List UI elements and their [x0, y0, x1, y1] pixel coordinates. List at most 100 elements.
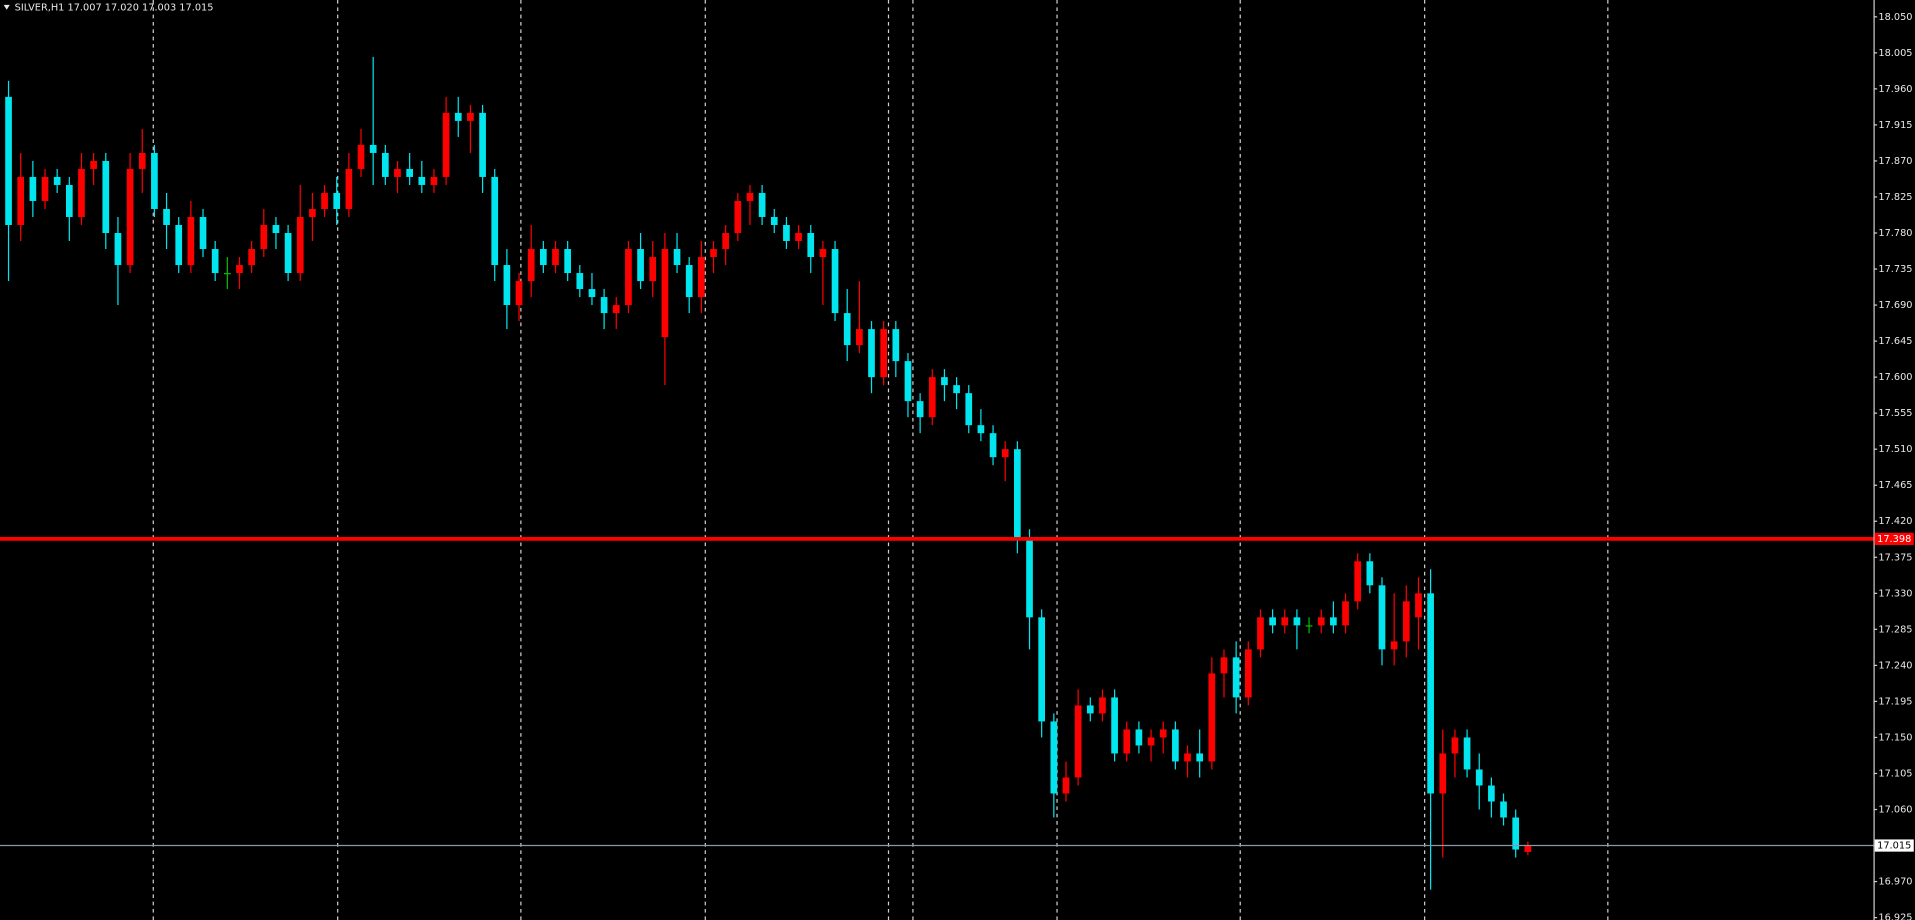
- candle-body: [1293, 617, 1301, 626]
- candle-body: [746, 192, 754, 201]
- candle-body: [333, 192, 341, 209]
- y-tick-label: 17.285: [1878, 624, 1912, 635]
- candle-body: [442, 112, 450, 177]
- candle-body: [965, 393, 973, 426]
- candle-body: [795, 233, 802, 242]
- candle-body: [1451, 737, 1459, 754]
- candle-body: [53, 176, 61, 185]
- candle-body: [880, 329, 888, 378]
- candle-body: [1512, 817, 1520, 850]
- candle-body: [1184, 753, 1191, 762]
- candle-body: [1439, 753, 1447, 794]
- candle-body: [1074, 705, 1082, 778]
- candle-body: [260, 224, 268, 250]
- y-tick-label: 17.870: [1878, 156, 1912, 167]
- candle-body: [539, 249, 547, 266]
- candle-body: [1050, 721, 1058, 794]
- candle-body: [357, 144, 365, 169]
- candle-body: [916, 401, 924, 418]
- candle-body: [1135, 729, 1143, 746]
- candle-body: [309, 208, 316, 217]
- candle-body: [321, 192, 328, 209]
- candle-body: [600, 297, 608, 314]
- candle-body: [1281, 617, 1289, 626]
- candle-body: [345, 168, 353, 209]
- y-tick-label: 17.060: [1878, 805, 1912, 816]
- candle-body: [564, 249, 571, 274]
- candle-body: [175, 224, 183, 266]
- y-tick-label: 17.960: [1878, 84, 1912, 95]
- candle-body: [479, 112, 486, 177]
- candle-body: [1159, 729, 1167, 738]
- candle-body: [272, 224, 280, 234]
- candle-body: [1111, 697, 1118, 754]
- candle-body: [1524, 845, 1532, 852]
- y-tick-label: 17.195: [1878, 696, 1912, 707]
- candle-body: [1500, 801, 1507, 818]
- candle-body: [1488, 785, 1495, 802]
- candle-body: [770, 216, 778, 225]
- y-tick-label: 17.510: [1878, 444, 1912, 455]
- candle-body: [430, 176, 438, 185]
- candle-body: [758, 192, 766, 217]
- candle-body: [1402, 601, 1410, 642]
- candle-body: [807, 233, 815, 258]
- candle-body: [503, 265, 511, 306]
- candle-body: [612, 305, 620, 314]
- candle-body: [819, 249, 827, 258]
- candle-body: [1099, 697, 1106, 714]
- candle-body: [625, 249, 632, 306]
- price-level-tag: [1874, 532, 1914, 545]
- candle-body: [989, 433, 997, 458]
- candle-body: [1354, 561, 1362, 602]
- candle-body: [223, 273, 231, 275]
- candle-body: [114, 233, 122, 266]
- candle-body: [722, 233, 730, 250]
- candle-body: [467, 112, 474, 121]
- candle-body: [698, 257, 705, 298]
- candle-body: [1317, 617, 1325, 626]
- y-tick-label: 18.050: [1878, 12, 1912, 23]
- candle-body: [1475, 769, 1483, 786]
- candle-body: [296, 216, 304, 274]
- price-level-label: 17.015: [1877, 841, 1911, 852]
- candle-body: [5, 96, 12, 225]
- candle-body: [187, 216, 195, 266]
- candle-body: [1123, 729, 1131, 754]
- candle-body: [369, 144, 377, 153]
- candle-body: [576, 273, 584, 290]
- candle-body: [1232, 657, 1240, 698]
- candle-body: [673, 249, 681, 266]
- candle-body: [552, 249, 559, 266]
- y-tick-label: 17.825: [1878, 192, 1912, 203]
- candle-body: [1269, 617, 1276, 626]
- y-tick-label: 16.925: [1878, 913, 1912, 920]
- candle-body: [588, 289, 596, 298]
- candle-body: [685, 265, 693, 298]
- y-tick-label: 17.420: [1878, 516, 1912, 527]
- candle-body: [138, 152, 146, 169]
- candle-body: [734, 200, 742, 234]
- y-tick-label: 17.645: [1878, 336, 1912, 347]
- candle-body: [1038, 617, 1046, 722]
- y-tick-label: 17.465: [1878, 480, 1912, 491]
- candle-body: [649, 257, 657, 282]
- candle-body: [953, 385, 960, 394]
- menu-arrow[interactable]: [3, 4, 10, 10]
- y-tick-label: 17.240: [1878, 660, 1912, 671]
- candle-body: [928, 377, 936, 418]
- candle-body: [941, 377, 948, 386]
- y-tick-label: 17.690: [1878, 300, 1912, 311]
- candle-body: [211, 249, 219, 274]
- candle-body: [1220, 657, 1228, 674]
- candle-body: [454, 112, 462, 121]
- candle-body: [1330, 617, 1337, 626]
- candle-body: [1244, 649, 1252, 698]
- candle-body: [1062, 777, 1070, 794]
- candle-body: [41, 176, 49, 201]
- candle-body: [1378, 585, 1386, 650]
- candle-body: [236, 265, 243, 274]
- candle-body: [1342, 601, 1349, 626]
- y-tick-label: 17.330: [1878, 588, 1912, 599]
